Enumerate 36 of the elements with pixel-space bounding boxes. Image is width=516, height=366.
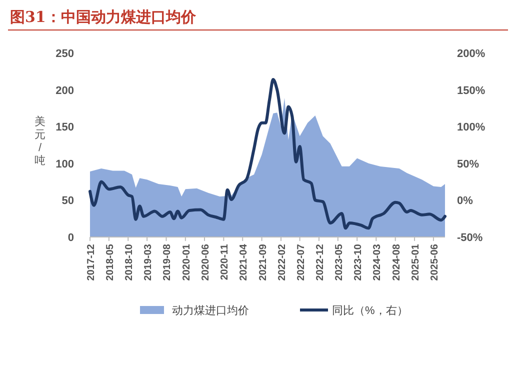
y2-tick-label: 200%: [457, 48, 486, 60]
legend-label: 动力煤进口均价: [172, 304, 249, 317]
x-tick-label: 2022-12: [314, 244, 326, 281]
x-tick-label: 2024-08: [391, 244, 402, 281]
x-tick-label: 2022-07: [296, 244, 307, 281]
x-tick-label: 2023-05: [334, 244, 345, 281]
x-tick-label: 2021-09: [258, 244, 269, 281]
x-tick-label: 2024-03: [372, 244, 384, 281]
y-tick-label: 200: [56, 84, 74, 97]
y2-tick-label: 50%: [457, 158, 480, 170]
x-tick-label: 2019-03: [143, 244, 154, 281]
y-axis-title: 美元/吨: [34, 115, 46, 167]
x-tick-label: 2020-11: [220, 244, 231, 280]
x-tick-label: 2018-05: [104, 244, 116, 281]
y2-tick-label: 0%: [457, 195, 474, 208]
x-tick-label: 2020-06: [200, 244, 212, 281]
x-tick-label: 2023-10: [353, 244, 364, 281]
y-tick-label: 250: [56, 48, 74, 60]
y-tick-label: 100: [56, 158, 74, 170]
x-tick-label: 2025-06: [429, 244, 440, 281]
y-tick-label: 0: [68, 232, 74, 244]
x-tick-label: 2025-01: [410, 244, 422, 281]
chart-title: 图31：中国动力煤进口均价: [10, 8, 197, 26]
x-tick-label: 2022-02: [276, 244, 288, 281]
legend-label: 同比（%，右）: [332, 304, 408, 317]
y-tick-label: 150: [56, 122, 74, 134]
line-series: [88, 78, 446, 230]
y2-tick-label: 150%: [457, 84, 486, 97]
x-tick-label: 2021-04: [238, 244, 250, 281]
y2-tick-label: -50%: [457, 232, 483, 244]
x-tick-label: 2019-08: [162, 244, 174, 281]
x-tick-label: 2020-01: [181, 244, 192, 281]
y-tick-label: 50: [62, 195, 74, 208]
x-tick-label: 2017-12: [86, 244, 97, 281]
x-tick-label: 2018-10: [124, 244, 136, 281]
y2-tick-label: 100%: [457, 122, 486, 134]
